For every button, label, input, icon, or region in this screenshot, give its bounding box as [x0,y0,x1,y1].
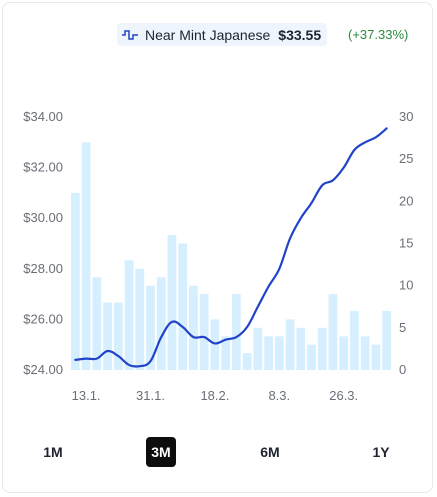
range-button-6m[interactable]: 6M [260,444,280,460]
time-range-selector: 1M 3M 6M 1Y [0,437,437,467]
y-left-tick-label: $28.00 [23,261,63,276]
price-line [74,127,388,368]
volume-bar [296,327,306,370]
volume-bar [232,294,241,370]
volume-bar [264,336,273,370]
volume-bar [178,243,188,370]
volume-bar [242,353,252,370]
legend-series-name: Near Mint Japanese [145,26,271,43]
volume-bar [167,235,177,370]
volume-bar [317,327,327,370]
y-left-tick-label: $30.00 [23,210,63,225]
legend-current-price: $33.55 [278,26,322,43]
y-left-tick-label: $34.00 [23,109,63,124]
volume-bar [221,336,230,370]
legend-item[interactable]: Near Mint Japanese $33.55 [117,23,328,46]
x-tick-label: 31.1. [136,388,165,403]
volume-bar [371,344,381,370]
volume-bar [156,277,166,370]
step-line-icon [122,29,138,40]
volume-bar [274,336,284,370]
x-tick-label: 13.1. [72,388,101,403]
x-tick-label: 8.3. [268,388,290,403]
y-right-tick-label: 25 [399,151,413,166]
volume-bar [328,294,338,370]
y-left-tick-label: $32.00 [23,160,63,175]
volume-bar [339,336,349,370]
volume-bar [210,319,220,370]
volume-bar [113,302,123,370]
price-chart: $24.00 $26.00 $28.00 $30.00 $32.00 $34.00 0 5 10… [23,109,413,403]
range-button-1m[interactable]: 1M [43,444,63,460]
volume-bar [146,285,155,370]
y-left-tick-label: $24.00 [23,362,63,377]
volume-bar [189,285,198,370]
volume-bar [253,327,263,370]
volume-bar [81,142,91,370]
y-left-tick-label: $26.00 [23,311,63,326]
x-tick-label: 18.2. [200,388,229,403]
range-button-3m[interactable]: 3M [146,437,176,467]
y-right-tick-label: 0 [399,362,406,377]
volume-bar [360,336,370,370]
volume-bar [71,192,80,370]
y-right-tick-label: 20 [399,193,413,208]
y-right-tick-label: 15 [399,236,413,251]
y-right-tick-label: 5 [399,320,406,335]
range-button-1y[interactable]: 1Y [372,444,390,460]
volume-bar [124,260,134,370]
volume-bar [103,302,112,370]
y-right-tick-label: 30 [399,109,413,124]
volume-bar [307,344,316,370]
volume-bar [135,268,145,370]
legend-price-change: (+37.33%) [348,27,409,42]
volume-bar [285,319,295,370]
volume-bar [382,310,391,370]
volume-bar [199,294,209,370]
volume-bar [350,310,359,370]
x-tick-label: 26.3. [329,388,358,403]
volume-bar [92,277,102,370]
y-right-tick-label: 10 [399,278,413,293]
